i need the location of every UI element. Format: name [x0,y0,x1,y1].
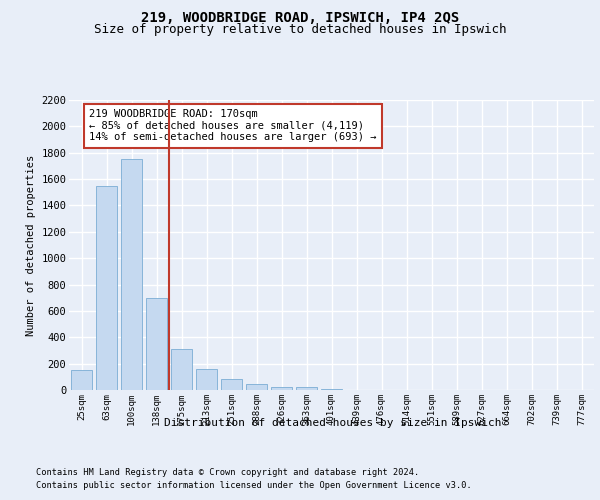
Bar [171,349,192,390]
Bar [96,186,117,390]
Y-axis label: Number of detached properties: Number of detached properties [26,154,35,336]
Bar [246,384,267,390]
Bar [196,369,217,390]
Text: 219, WOODBRIDGE ROAD, IPSWICH, IP4 2QS: 219, WOODBRIDGE ROAD, IPSWICH, IP4 2QS [141,10,459,24]
Bar [121,160,142,390]
Bar [271,386,292,390]
Bar [146,298,167,390]
Text: Size of property relative to detached houses in Ipswich: Size of property relative to detached ho… [94,24,506,36]
Text: Contains public sector information licensed under the Open Government Licence v3: Contains public sector information licen… [36,480,472,490]
Text: Contains HM Land Registry data © Crown copyright and database right 2024.: Contains HM Land Registry data © Crown c… [36,468,419,477]
Text: Distribution of detached houses by size in Ipswich: Distribution of detached houses by size … [164,418,502,428]
Bar [71,370,92,390]
Bar [296,388,317,390]
Text: 219 WOODBRIDGE ROAD: 170sqm
← 85% of detached houses are smaller (4,119)
14% of : 219 WOODBRIDGE ROAD: 170sqm ← 85% of det… [89,109,377,142]
Bar [221,379,242,390]
Bar [321,388,342,390]
